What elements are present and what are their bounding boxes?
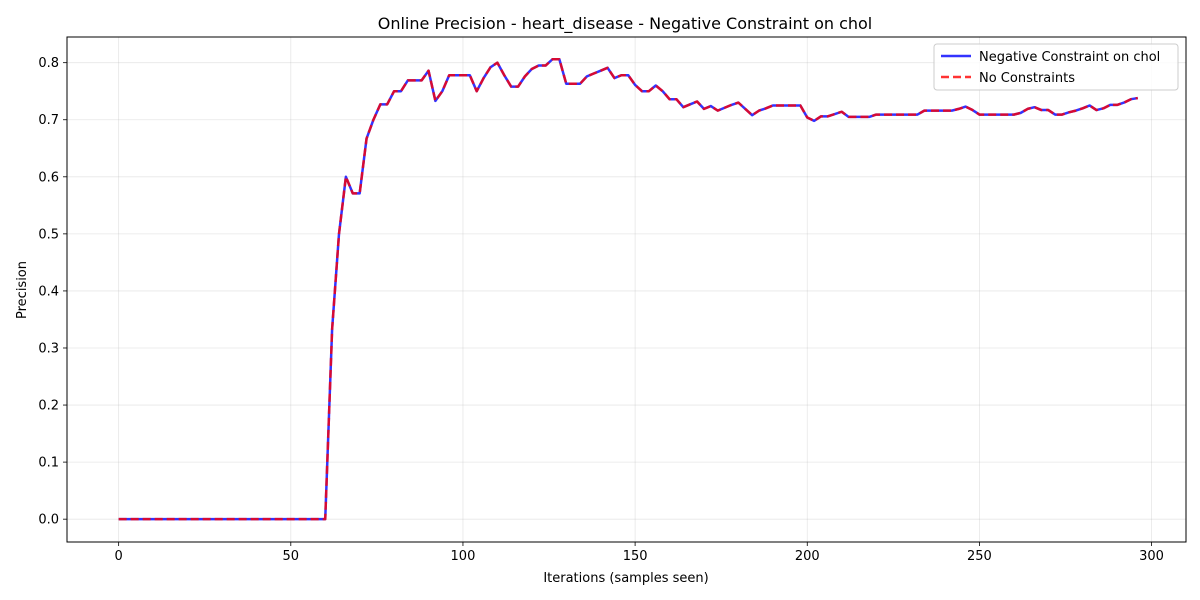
y-tick-label: 0.5 (38, 227, 59, 242)
y-tick-label: 0.8 (38, 56, 59, 71)
y-tick-label: 0.2 (38, 399, 59, 414)
y-tick-label: 0.1 (38, 456, 59, 471)
legend-box (933, 43, 1179, 91)
x-axis-ticks: 0 50 100 150 200 250 300 (115, 542, 1164, 564)
y-axis-ticks: 0.0 0.1 0.2 0.3 0.4 0.5 0.6 0.7 0.8 (38, 56, 67, 528)
legend-label-no-constraints: No Constraints (979, 71, 1075, 86)
x-tick-label: 50 (283, 549, 300, 564)
x-tick-label: 100 (451, 549, 476, 564)
y-tick-label: 0.4 (38, 284, 59, 299)
x-tick-label: 0 (115, 549, 123, 564)
chart-title: Online Precision - heart_disease - Negat… (378, 14, 873, 34)
legend: Negative Constraint on chol No Constrain… (933, 43, 1179, 91)
y-tick-label: 0.7 (38, 113, 59, 128)
x-tick-label: 150 (623, 549, 648, 564)
y-tick-label: 0.6 (38, 170, 59, 185)
x-tick-label: 200 (795, 549, 820, 564)
series-lines (118, 58, 1139, 521)
y-axis-label: Precision (15, 261, 30, 319)
x-axis-label: Iterations (samples seen) (543, 571, 708, 586)
y-tick-label: 0.0 (38, 513, 59, 528)
plot-area-frame (66, 36, 1187, 543)
x-tick-label: 250 (967, 549, 992, 564)
series-line-1 (118, 58, 1139, 521)
y-tick-label: 0.3 (38, 341, 59, 356)
x-tick-label: 300 (1139, 549, 1164, 564)
legend-label-negative-constraint: Negative Constraint on chol (979, 50, 1160, 65)
